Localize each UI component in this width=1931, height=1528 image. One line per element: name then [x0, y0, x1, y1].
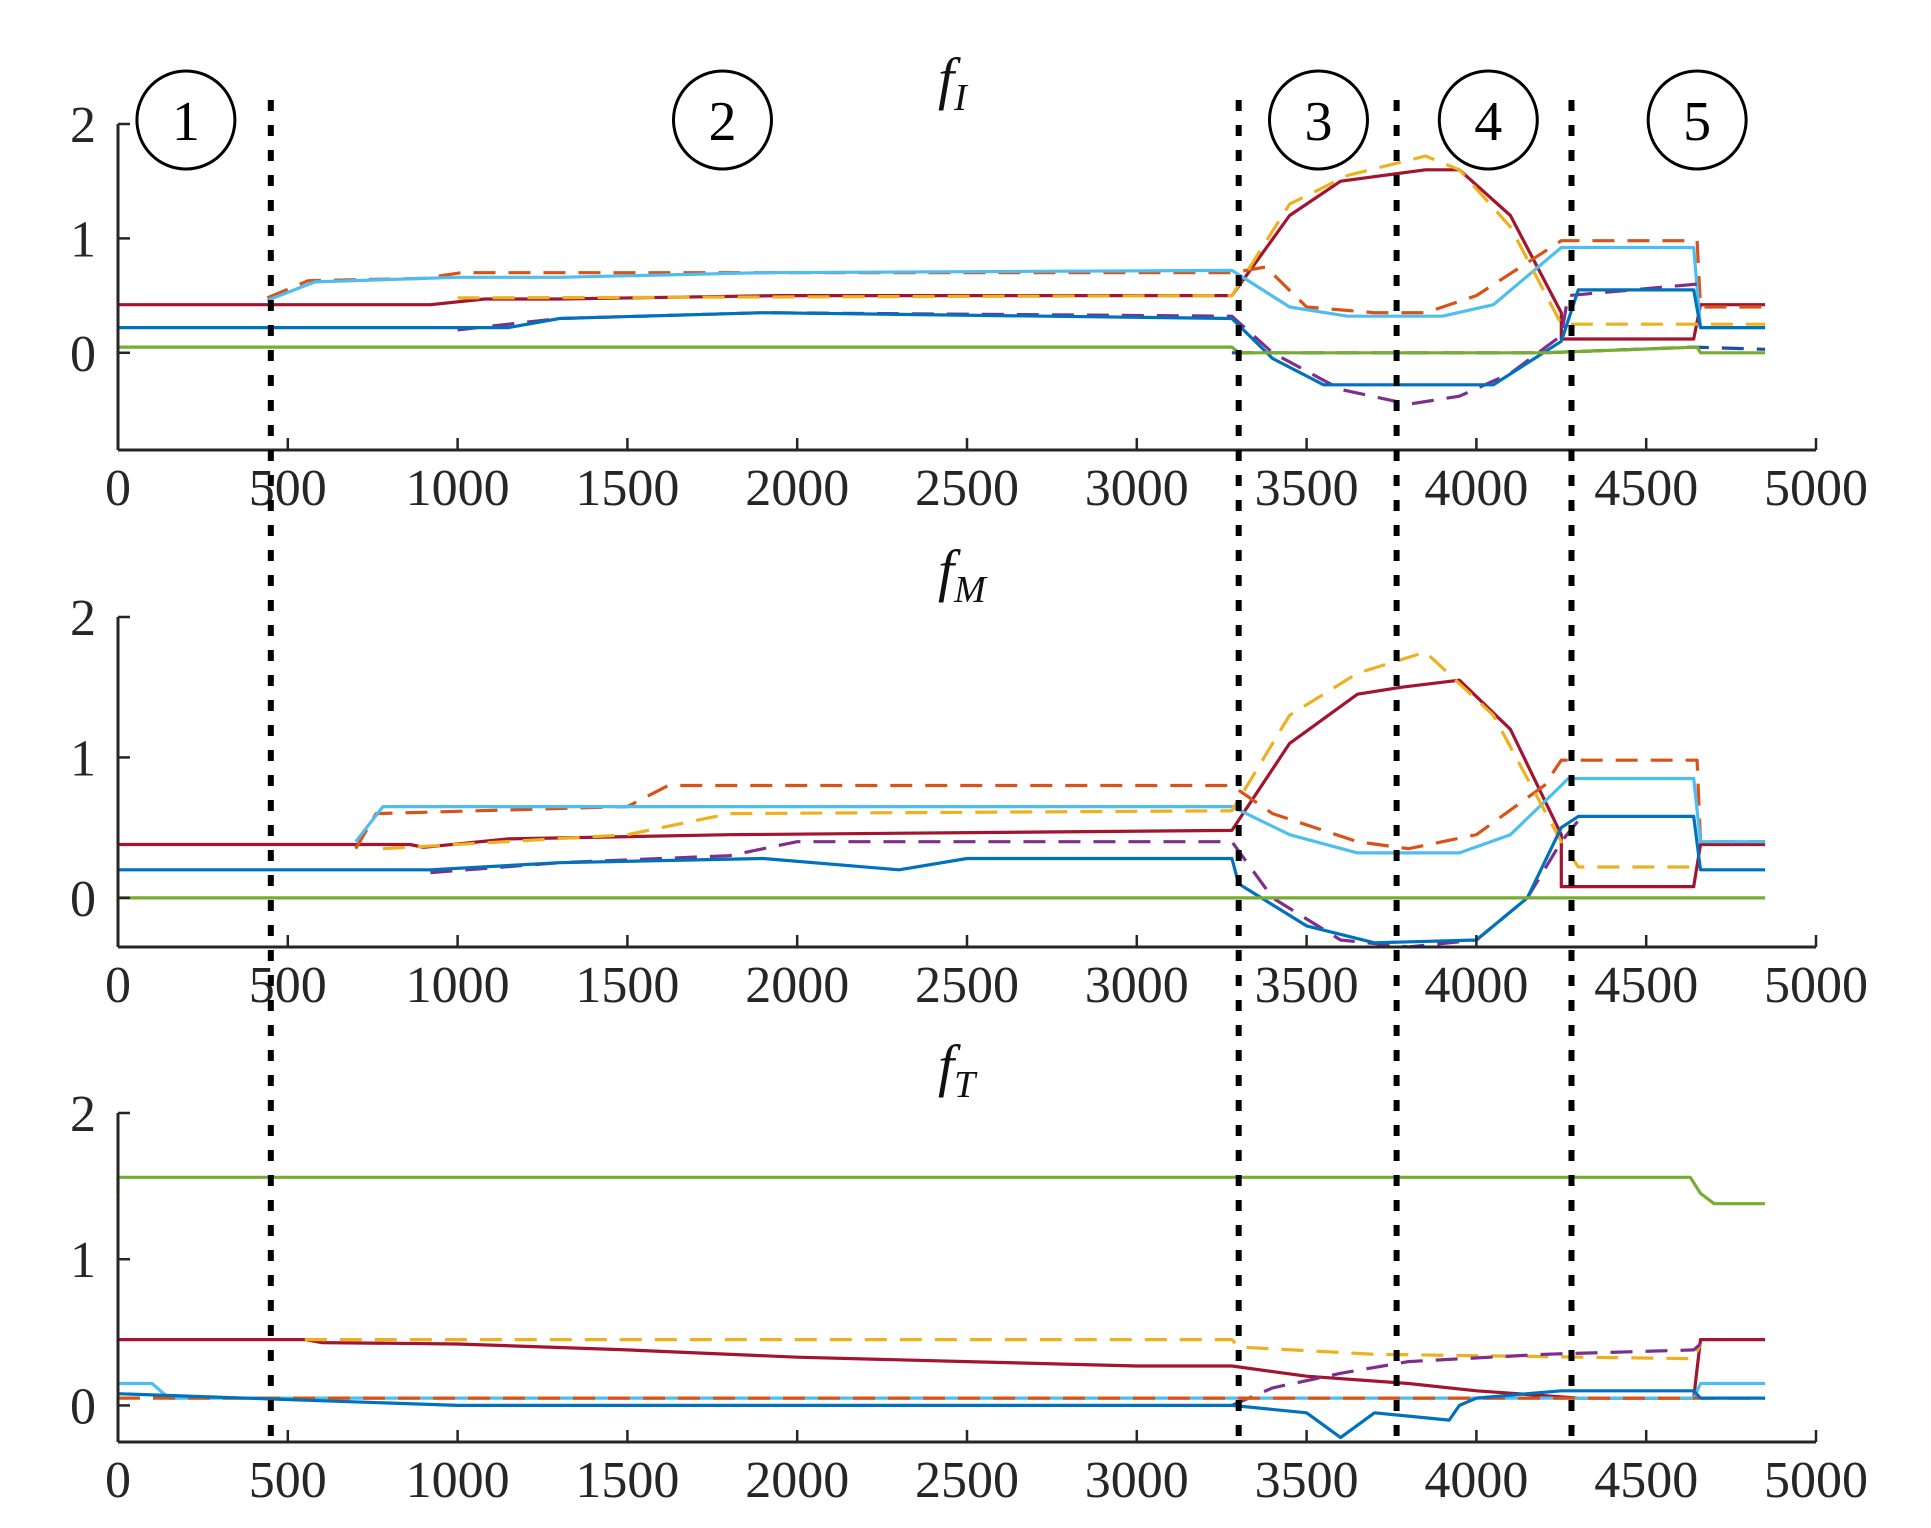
x-tick-label: 5000: [1764, 957, 1868, 1014]
panel-fT: fT 0 500 1000 1500 2000 2500 3000 3500 4000 4500 5…: [70, 1033, 1868, 1509]
panel-title-subscript: T: [954, 1064, 978, 1106]
x-tick-label: 1500: [575, 460, 679, 517]
series-line-orange-dashed: [266, 239, 1766, 315]
series-line-yellow-dashed: [457, 154, 1766, 326]
x-tick-label: 0: [105, 1452, 131, 1509]
phase-marker-circle: [1267, 69, 1369, 171]
phase-marker-label: 1: [172, 91, 200, 153]
y-tick-label: 0: [70, 871, 96, 928]
phase-marker-circle: [1437, 69, 1539, 171]
series-line-blue-solid: [118, 814, 1766, 945]
phase-marker-label: 4: [1474, 91, 1502, 153]
x-tick-label: 4500: [1594, 957, 1698, 1014]
x-tick-label: 500: [249, 1452, 327, 1509]
series-line-blue-solid: [118, 288, 1766, 387]
y-tick-label: 0: [70, 326, 96, 383]
x-tick-label: 4000: [1424, 957, 1528, 1014]
series-line-lightblue-solid: [354, 776, 1766, 855]
x-tick-label: 1500: [575, 1452, 679, 1509]
phase-marker-circle: [135, 69, 237, 171]
axes: 0 500 1000 1500 2000 2500 3000 3500 4000 4500 5000…: [70, 590, 1868, 1014]
x-tick-label: 1000: [406, 957, 510, 1014]
panel-fM: fM 0 500 1000 1500 2000 2500 3000 3500 4000 4500 5…: [70, 538, 1868, 1014]
y-tick-label: 1: [70, 730, 96, 787]
phase-marker-label: 3: [1304, 91, 1332, 153]
x-tick-label: 3500: [1255, 1452, 1359, 1509]
x-tick-label: 5000: [1764, 460, 1868, 517]
phase-marker: 5: [1646, 69, 1748, 171]
series-line-blue-solid: [117, 1389, 1766, 1440]
series-line-yellow-dashed: [304, 1337, 1702, 1361]
x-tick-label: 3000: [1085, 1452, 1189, 1509]
x-tick-label: 0: [105, 957, 131, 1014]
y-tick-label: 1: [70, 1232, 96, 1289]
y-tick-label: 0: [70, 1378, 96, 1435]
x-tick-label: 1000: [406, 1452, 510, 1509]
x-tick-label: 3500: [1255, 460, 1359, 517]
phase-marker: 4: [1437, 69, 1539, 171]
series-line-green-solid: [118, 345, 1766, 355]
panel-fI: fI 0 500 1000 1500 2000 2500 3000 3500 4000 4500 5…: [70, 46, 1868, 517]
series-line-orange-dashed: [354, 758, 1766, 851]
x-tick-label: 500: [249, 460, 327, 517]
panel-title-subscript: I: [953, 77, 969, 119]
x-tick-label: 2500: [915, 1452, 1019, 1509]
y-tick-label: 2: [70, 1086, 96, 1143]
y-tick-label: 1: [70, 211, 96, 268]
x-tick-label: 2000: [745, 957, 849, 1014]
x-tick-label: 4500: [1594, 1452, 1698, 1509]
series-layer: [118, 650, 1766, 949]
x-tick-label: 2000: [745, 460, 849, 517]
series-line-purple-dashed: [1231, 1342, 1702, 1407]
x-tick-label: 1000: [406, 460, 510, 517]
x-tick-label: 4000: [1424, 460, 1528, 517]
panel-title-subscript: M: [953, 569, 988, 611]
x-tick-label: 3000: [1085, 460, 1189, 517]
series-line-red-solid: [118, 168, 1766, 341]
x-tick-label: 4000: [1424, 1452, 1528, 1509]
phase-marker-circle: [671, 69, 773, 171]
x-tick-label: 2500: [915, 460, 1019, 517]
axes: 0 500 1000 1500 2000 2500 3000 3500 4000 4500 5000…: [70, 1086, 1868, 1509]
series-line-lightblue-solid: [266, 245, 1766, 330]
series-layer: [118, 154, 1766, 406]
phase-marker-label: 2: [708, 91, 736, 153]
x-tick-label: 4500: [1594, 460, 1698, 517]
phase-marker-label: 5: [1683, 91, 1711, 153]
axes: 0 500 1000 1500 2000 2500 3000 3500 4000 4500 5000…: [70, 97, 1868, 517]
x-tick-label: 3000: [1085, 957, 1189, 1014]
x-tick-label: 0: [105, 460, 131, 517]
x-tick-label: 2000: [745, 1452, 849, 1509]
x-tick-label: 2500: [915, 957, 1019, 1014]
phase-marker: 2: [671, 69, 773, 171]
y-tick-label: 2: [70, 590, 96, 647]
x-tick-label: 500: [249, 957, 327, 1014]
x-tick-label: 5000: [1764, 1452, 1868, 1509]
phase-marker-circle: [1646, 69, 1748, 171]
y-tick-label: 2: [70, 97, 96, 154]
phase-marker: 1: [135, 69, 237, 171]
phase-marker: 3: [1267, 69, 1369, 171]
x-tick-label: 1500: [575, 957, 679, 1014]
x-tick-label: 3500: [1255, 957, 1359, 1014]
phase-markers: 1 2 3 4 5: [135, 69, 1748, 171]
